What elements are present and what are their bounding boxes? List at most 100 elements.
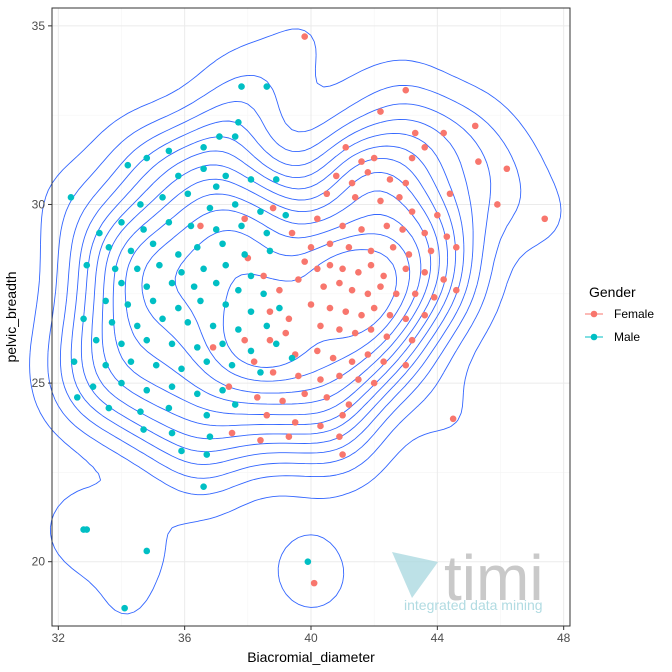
point-female bbox=[421, 269, 429, 276]
point-male bbox=[304, 558, 312, 565]
point-male bbox=[231, 133, 239, 140]
point-female bbox=[317, 422, 324, 430]
point-male bbox=[219, 340, 226, 348]
point-female bbox=[288, 229, 296, 237]
point-male bbox=[83, 261, 91, 269]
point-male bbox=[175, 304, 182, 312]
grid-lines bbox=[52, 8, 570, 626]
point-female bbox=[314, 265, 321, 273]
y-tick-label: 25 bbox=[32, 376, 46, 390]
point-female bbox=[452, 286, 460, 294]
legend-key-male bbox=[590, 333, 598, 341]
point-male bbox=[140, 226, 147, 233]
point-female bbox=[301, 33, 308, 40]
point-female bbox=[314, 215, 321, 223]
density-contour-line bbox=[91, 145, 457, 440]
point-male bbox=[168, 340, 176, 348]
point-male bbox=[137, 201, 144, 208]
point-female bbox=[370, 304, 378, 312]
point-female bbox=[386, 176, 394, 183]
point-male bbox=[200, 144, 207, 151]
point-female bbox=[269, 369, 277, 376]
point-male bbox=[168, 279, 176, 287]
point-female bbox=[285, 433, 293, 440]
point-female bbox=[377, 197, 384, 205]
point-female bbox=[348, 179, 356, 187]
point-male bbox=[133, 322, 141, 330]
legend-label: Female bbox=[614, 307, 654, 321]
point-female bbox=[285, 315, 293, 323]
point-male bbox=[159, 315, 166, 323]
point-female bbox=[402, 265, 410, 273]
point-male bbox=[272, 340, 280, 348]
y-axis-ticks: 20 25 30 35 bbox=[32, 19, 52, 569]
point-female bbox=[380, 272, 387, 280]
point-female bbox=[427, 247, 435, 255]
point-male bbox=[178, 269, 185, 276]
point-male bbox=[184, 190, 192, 198]
point-male bbox=[238, 83, 245, 90]
point-female bbox=[310, 579, 318, 587]
point-female bbox=[399, 226, 406, 233]
point-female bbox=[370, 154, 378, 162]
point-female bbox=[440, 276, 447, 283]
point-male bbox=[257, 369, 264, 376]
y-tick-label: 20 bbox=[32, 555, 46, 569]
point-female bbox=[348, 358, 356, 365]
point-male bbox=[263, 322, 271, 330]
y-axis-title: pelvic_breadth bbox=[3, 271, 19, 362]
point-male bbox=[156, 261, 163, 269]
watermark: timi integrated data mining bbox=[392, 542, 544, 614]
y-tick-label: 35 bbox=[32, 19, 46, 33]
point-male bbox=[263, 229, 271, 237]
point-female bbox=[370, 379, 378, 387]
point-male bbox=[288, 354, 296, 362]
point-male bbox=[127, 247, 135, 255]
point-female bbox=[358, 158, 365, 165]
point-male bbox=[178, 365, 185, 373]
point-female bbox=[266, 308, 274, 315]
y-tick-label: 30 bbox=[32, 197, 46, 211]
point-male bbox=[231, 401, 239, 408]
point-male bbox=[263, 83, 271, 90]
point-female bbox=[358, 226, 365, 233]
point-female bbox=[323, 190, 331, 198]
point-female bbox=[345, 401, 353, 408]
point-male bbox=[266, 247, 274, 255]
point-male bbox=[175, 172, 182, 180]
point-female bbox=[446, 190, 454, 198]
point-female bbox=[411, 129, 419, 137]
point-female bbox=[402, 86, 410, 94]
point-male bbox=[73, 394, 81, 401]
point-female bbox=[421, 144, 429, 151]
point-male bbox=[118, 340, 125, 348]
point-male bbox=[222, 261, 230, 269]
data-points bbox=[67, 33, 549, 612]
density-contour-line bbox=[80, 132, 465, 453]
point-male bbox=[193, 244, 201, 251]
point-male bbox=[200, 165, 207, 173]
point-female bbox=[367, 247, 375, 255]
point-female bbox=[250, 358, 258, 365]
point-male bbox=[203, 358, 211, 365]
legend: Gender Female Male bbox=[585, 284, 654, 344]
point-male bbox=[212, 183, 220, 190]
point-female bbox=[254, 394, 261, 401]
x-tick-label: 32 bbox=[52, 631, 66, 645]
point-male bbox=[219, 240, 226, 248]
density-contour-line bbox=[101, 157, 449, 427]
density-contour-line bbox=[222, 249, 397, 368]
point-male bbox=[238, 222, 245, 230]
density-contour-line bbox=[174, 229, 411, 382]
density-contour-line bbox=[47, 74, 522, 496]
point-male bbox=[260, 290, 267, 298]
point-male bbox=[149, 240, 157, 248]
point-female bbox=[434, 211, 441, 219]
point-female bbox=[326, 240, 334, 248]
point-male bbox=[272, 176, 280, 183]
point-female bbox=[411, 290, 419, 298]
point-female bbox=[339, 265, 346, 273]
point-female bbox=[389, 244, 397, 251]
point-male bbox=[67, 194, 75, 201]
